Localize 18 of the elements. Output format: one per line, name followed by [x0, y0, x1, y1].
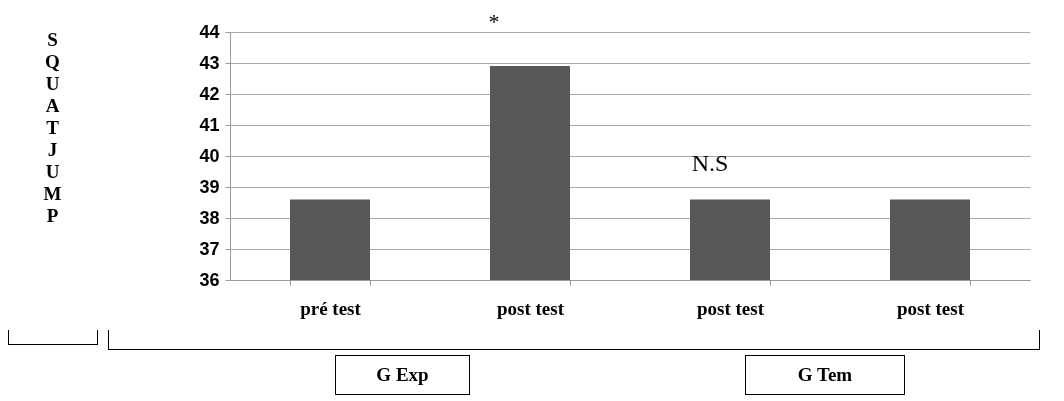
x-tick-label: pré test [300, 297, 362, 319]
y-tick-label: 37 [199, 238, 220, 259]
y-tick-label: 38 [199, 207, 220, 228]
y-tick-label: 40 [199, 145, 220, 166]
text: G Exp [335, 355, 470, 395]
y-tick-label: 41 [199, 114, 220, 135]
x-tick-label: post test [496, 297, 565, 319]
x-tick-label: post test [896, 297, 965, 319]
text: G Tem [745, 355, 905, 395]
x-tick-label: post test [696, 297, 765, 319]
y-tick-label: 44 [199, 21, 220, 42]
y-tick-label: 39 [199, 176, 220, 197]
annotation: N.S [691, 149, 729, 176]
annotation: * [488, 9, 500, 34]
text: SQUAT JUMP [43, 28, 62, 226]
y-tick-label: 43 [199, 52, 220, 73]
y-tick-label: 42 [199, 83, 220, 104]
y-tick-label: 36 [199, 269, 220, 290]
